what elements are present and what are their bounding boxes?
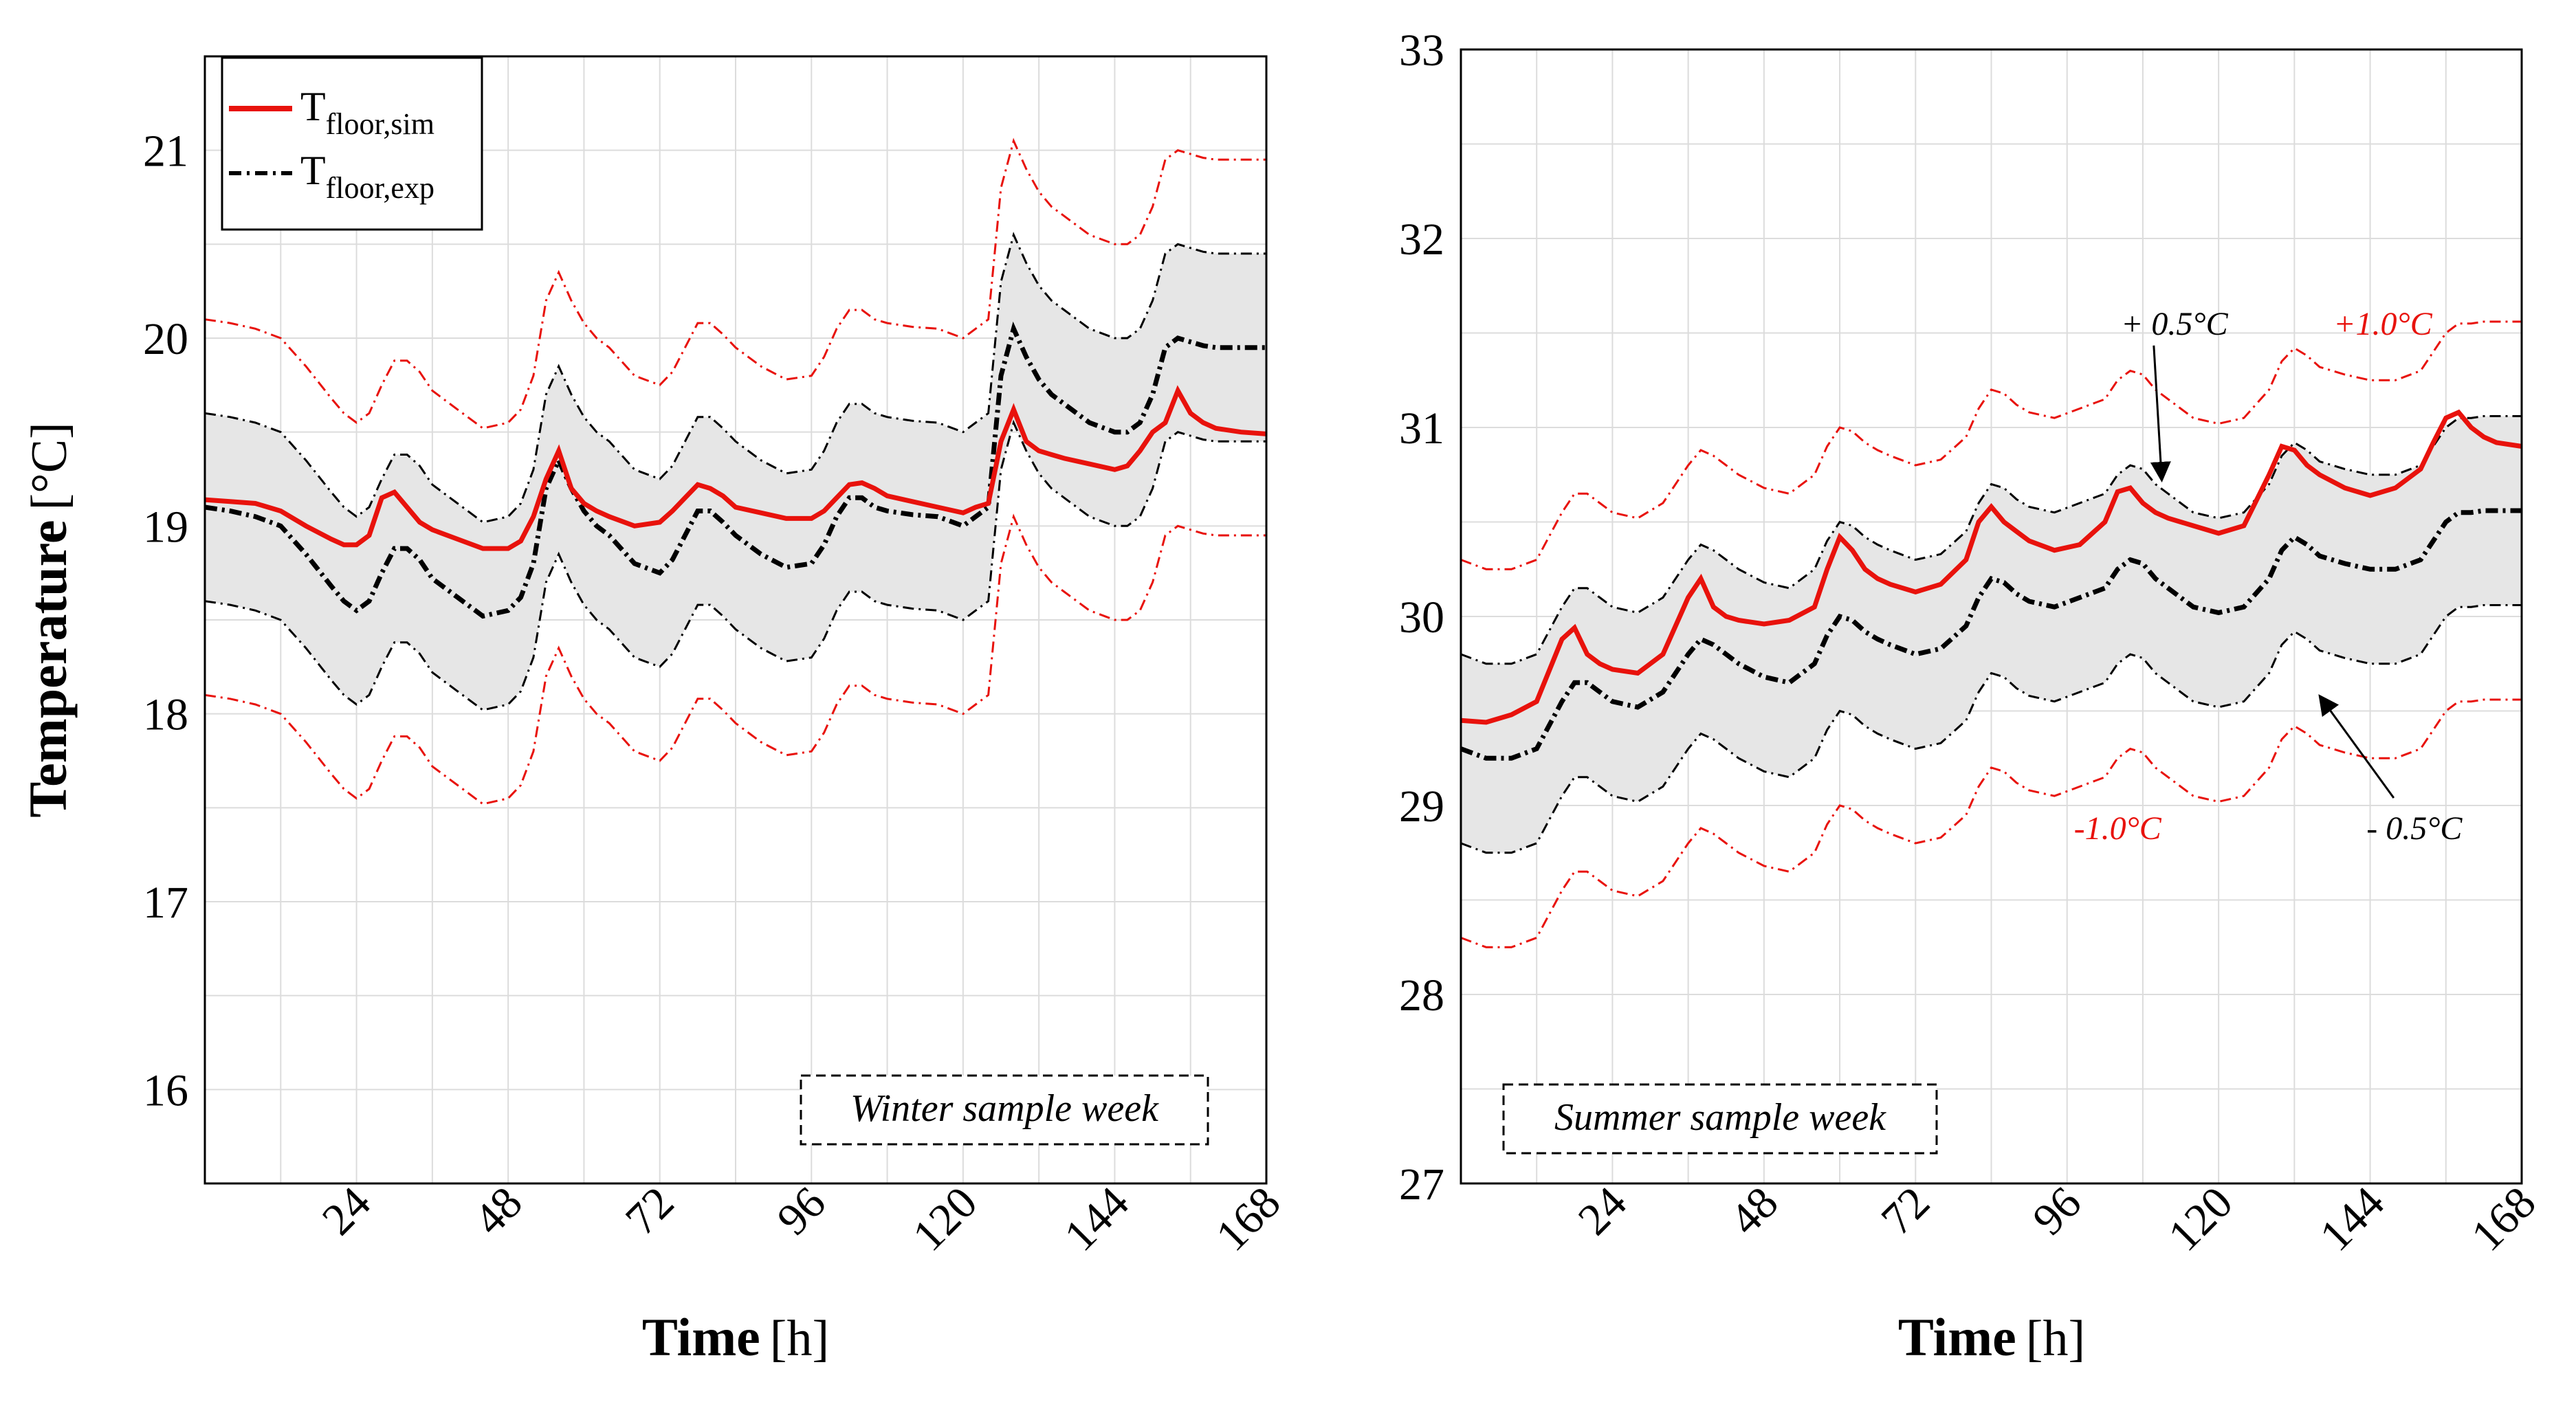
x-tick-label: 144 [2311,1177,2395,1261]
y-tick-label: 16 [143,1065,188,1115]
box-label-frame [1502,1083,1938,1155]
plot-frame [203,55,1268,1185]
band-fill-area [1461,416,2522,853]
series-lines [1460,409,2522,761]
plot-frame [1460,48,2523,1185]
y-tick-label: 17 [143,878,188,928]
tolerance-band-fill [1461,416,2522,853]
annotation-arrow [2318,694,2395,799]
y-tick-labels: 16 17 18 19 20 21 [143,126,188,1116]
box-label-text: Summer sample week [1554,1096,1886,1139]
y-tick-label: 29 [1399,781,1444,832]
annotation-label: + 0.5°C [2121,306,2229,342]
tolerance-band-fill [205,234,1266,711]
summer-chart-panel: 24 48 72 96 120 144 168 27 28 29 30 31 32 33 + 0.5°C… [1399,25,2546,1367]
series-exp-line [204,321,1266,619]
series-exp-line [1460,508,2522,761]
y-tick-label: 33 [1399,25,1444,76]
lower-band-0.5-line [204,419,1266,711]
grid-lines [1461,49,2522,1183]
series-lines [204,321,1267,619]
y-tick-label: 21 [143,126,188,177]
y-tick-label: 20 [143,314,188,364]
annotation-arrow [2150,345,2171,482]
x-axis-label: Time [h] [1898,1307,2085,1367]
tolerance-band-lines [204,137,1266,805]
upper-band-0.5-line [1460,415,2522,665]
upper-band-0.5-line [204,232,1266,524]
upper-band-1-line [204,137,1266,430]
legend-sim-label: Tfloor,sim [300,84,434,141]
box-label-frame [800,1074,1209,1146]
series-sim-line [204,385,1267,551]
x-axis-label: Time [h] [642,1307,829,1367]
y-tick-label: 31 [1399,403,1444,454]
x-tick-label: 168 [1207,1177,1290,1261]
y-tick-label: 28 [1399,970,1444,1021]
x-tick-label: 72 [616,1177,683,1245]
lower-band-1-line [1460,698,2522,948]
y-tick-label: 27 [1399,1159,1444,1210]
x-tick-label: 168 [2462,1177,2546,1261]
lower-band-0.5-line [1460,604,2522,854]
x-tick-label: 48 [1720,1177,1787,1245]
y-axis-label: Temperature[°C] [18,422,78,818]
x-tick-label: 144 [1055,1177,1138,1261]
band-fill-area [205,234,1266,711]
y-tick-label: 19 [143,502,188,552]
band-annotations: + 0.5°C +1.0°C -1.0°C - 0.5°C [2074,306,2463,847]
annotation-label: -1.0°C [2074,810,2162,847]
x-tick-label: 72 [1872,1177,1939,1245]
x-tick-labels: 24 48 72 96 120 144 168 [1569,1177,2546,1261]
x-tick-label: 96 [768,1177,835,1245]
tolerance-band-lines [1460,320,2522,948]
x-tick-label: 24 [313,1177,380,1245]
x-tick-label: 120 [2159,1177,2243,1261]
legend-box [221,56,483,231]
lower-band-1-line [204,513,1266,805]
x-tick-label: 24 [1569,1177,1636,1245]
x-tick-labels: 24 48 72 96 120 144 168 [313,1177,1290,1261]
annotation-label: - 0.5°C [2366,810,2463,847]
y-tick-label: 32 [1399,214,1444,265]
annotation-label: +1.0°C [2333,306,2433,342]
y-tick-label: 18 [143,690,188,740]
legend-exp-label: Tfloor,exp [300,148,434,205]
x-tick-label: 120 [903,1177,987,1261]
winter-box-label: Winter sample week [800,1074,1209,1146]
summer-box-label: Summer sample week [1502,1083,1938,1155]
x-tick-label: 96 [2023,1177,2091,1245]
upper-band-1-line [1460,320,2522,570]
x-tick-label: 48 [464,1177,531,1245]
box-label-text: Winter sample week [850,1087,1159,1130]
legend: Tfloor,sim Tfloor,exp [221,56,483,231]
y-tick-label: 30 [1399,592,1444,643]
y-tick-labels: 27 28 29 30 31 32 33 [1399,25,1444,1210]
series-sim-line [1460,409,2522,725]
winter-chart-panel: 24 48 72 96 120 144 168 16 17 18 19 20 21 Tfloor,si… [18,55,1290,1367]
